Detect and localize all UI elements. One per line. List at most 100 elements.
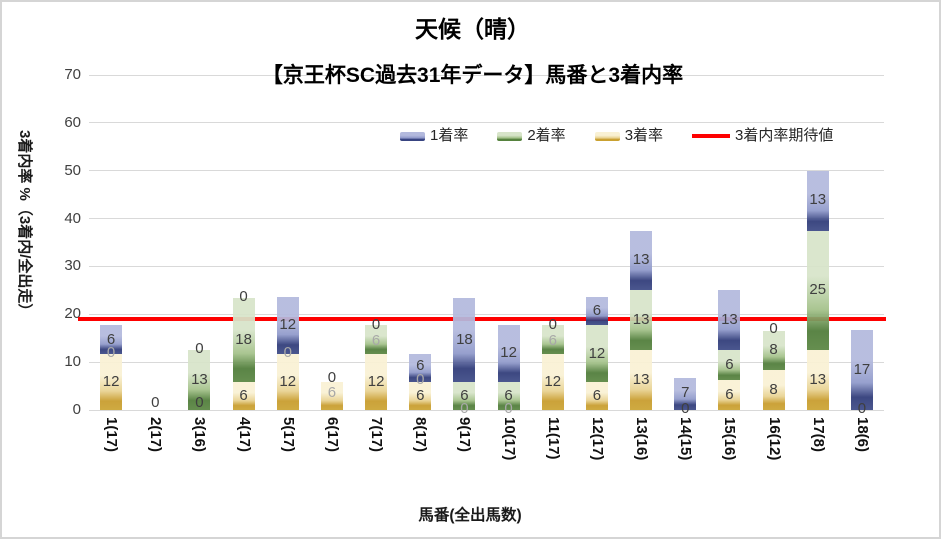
bar-segment-rank1-9(17) (453, 297, 476, 382)
x-tick-label-18(6): 18(6) (853, 417, 871, 453)
bar-value-label: 12 (102, 372, 120, 390)
x-tick-label-12(17): 12(17) (588, 417, 606, 461)
bar-value-label: 0 (195, 340, 204, 358)
legend-line-marker (692, 134, 731, 138)
legend-item-expected: 3着内率期待値 (692, 127, 833, 145)
bar-value-label: 0 (327, 368, 337, 386)
bar-value-label: 12 (500, 344, 517, 362)
bar-value-label: 8 (769, 380, 778, 398)
bar-value-label: 13 (809, 191, 827, 209)
bar-value-label: 6 (460, 386, 469, 404)
x-tick-label-1(17): 1(17) (103, 417, 121, 453)
bar-segment-rank3-6(17) (320, 381, 343, 410)
gridline-0 (89, 409, 884, 411)
bar-segment-rank1-15(16) (718, 290, 741, 351)
legend-swatch-rank3 (594, 131, 620, 141)
gridline-10 (89, 361, 884, 363)
bar-segment-rank3-17(8) (806, 350, 829, 410)
bar-segment-rank1-5(17) (276, 297, 299, 354)
bar-value-label: 13 (721, 310, 738, 328)
y-tick-label-10: 10 (64, 353, 81, 371)
bar-value-label: 6 (371, 331, 381, 349)
bar-value-label: 25 (809, 281, 827, 299)
bar-value-label: 12 (279, 316, 297, 334)
x-tick-label-7(17): 7(17) (368, 417, 386, 453)
bar-value-label: 18 (456, 331, 473, 349)
bar-value-label: 17 (853, 361, 871, 379)
gridline-20 (89, 313, 884, 315)
gridline-70 (89, 74, 884, 76)
x-tick-label-11(17): 11(17) (544, 417, 562, 460)
y-tick-label-30: 30 (64, 257, 81, 275)
x-tick-label-5(17): 5(17) (279, 417, 297, 453)
bar-value-label: 6 (416, 357, 425, 375)
legend-label: 3着内率期待値 (735, 127, 834, 144)
y-tick-label-60: 60 (64, 113, 81, 131)
bar-value-label: 12 (279, 372, 297, 390)
bar-segment-rank1-10(17) (497, 325, 520, 382)
legend-item-rank1: 1着率 (400, 127, 468, 145)
bar-value-label: 0 (195, 394, 204, 412)
x-tick-label-4(17): 4(17) (235, 417, 253, 453)
legend-item-rank2: 2着率 (497, 127, 566, 145)
legend-swatch-rank1 (400, 131, 425, 141)
plot-area: 6 0 12 0 0 13 0 0 18 6 12 0 12 0 6 0 6 12 6 0 6 18 6 0 12 6 0 0 6 12 6… (89, 74, 884, 416)
bar-segment-rank3-13(16) (630, 350, 653, 410)
bar-segment-rank2-4(17) (232, 297, 255, 382)
legend: 1着率 2着率 3着率 3着内率期待値 (400, 126, 833, 146)
legend-label: 1着率 (430, 127, 469, 144)
bar-value-label: 0 (371, 315, 381, 333)
bar-segment-rank2-10(17) (497, 381, 520, 410)
bar-segment-rank2-3(16) (188, 350, 211, 410)
gridline-60 (89, 122, 884, 124)
bar-value-label: 8 (769, 341, 778, 359)
bar-segment-rank3-15(16) (718, 380, 741, 410)
bar-segment-rank2-12(17) (585, 325, 608, 382)
bar-value-label: 6 (592, 387, 602, 405)
bar-value-label: 0 (769, 320, 778, 338)
bar-value-label: 6 (327, 383, 337, 401)
bar-value-label: 18 (235, 330, 252, 348)
y-tick-label-0: 0 (72, 401, 81, 418)
legend-item-rank3: 3着率 (594, 127, 663, 145)
bar-segment-rank1-17(8) (806, 170, 829, 231)
bar-value-label: 0 (857, 399, 867, 417)
bar-segment-rank2-13(16) (630, 290, 653, 351)
bar-value-label: 6 (725, 386, 734, 404)
bar-segment-rank1-8(17) (409, 353, 432, 382)
bar-value-label: 6 (504, 386, 513, 404)
bar-value-label: 0 (504, 399, 513, 417)
y-tick-label-40: 40 (64, 209, 81, 227)
legend-label: 2着率 (527, 127, 566, 144)
bar-segment-rank3-1(17) (100, 353, 123, 410)
bar-value-label: 13 (632, 251, 650, 269)
x-tick-label-2(17): 2(17) (147, 417, 165, 453)
chart-title: 天候（晴） (415, 16, 530, 42)
bar-value-label: 6 (239, 387, 248, 405)
bar-value-label: 0 (416, 371, 425, 389)
gridline-30 (89, 265, 884, 267)
bar-segment-rank3-5(17) (276, 353, 299, 410)
y-tick-label-50: 50 (64, 161, 81, 179)
bar-value-label: 0 (460, 399, 469, 417)
bar-segment-rank3-16(12) (762, 370, 785, 410)
bar-segment-rank1-13(16) (630, 230, 653, 291)
bar-value-label: 0 (681, 399, 690, 417)
bar-segment-rank2-7(17) (365, 325, 388, 354)
bar-value-label: 6 (548, 331, 557, 349)
bar-value-label: 0 (283, 344, 292, 362)
bar-segment-rank1-12(17) (585, 297, 608, 326)
bar-value-label: 6 (592, 302, 602, 320)
gridline-40 (89, 218, 884, 220)
x-tick-label-6(17): 6(17) (323, 417, 341, 453)
bar-value-label: 7 (681, 384, 690, 402)
bar-segment-rank2-15(16) (718, 350, 741, 381)
bar-value-label: 12 (367, 372, 385, 390)
bar-segment-rank2-16(12) (762, 330, 785, 371)
bar-segment-rank1-14(15) (674, 377, 697, 410)
bar-value-label: 0 (548, 315, 557, 333)
bar-value-label: 13 (632, 310, 650, 328)
bar-value-label: 0 (151, 393, 160, 411)
x-tick-label-9(17): 9(17) (456, 417, 474, 453)
